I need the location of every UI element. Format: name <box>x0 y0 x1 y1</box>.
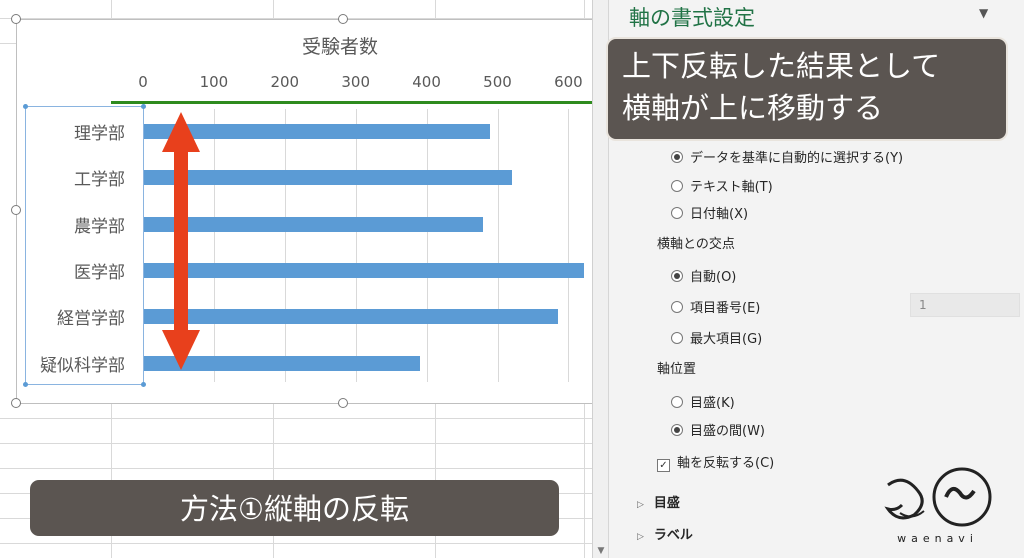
vertical-scrollbar[interactable]: ▼ <box>592 0 609 558</box>
bar[interactable] <box>143 170 512 186</box>
chart-title[interactable]: 受験者数 <box>301 36 378 58</box>
radio-button[interactable] <box>671 301 683 313</box>
annotation-callout-top: 上下反転した結果として 横軸が上に移動する <box>606 37 1008 141</box>
chart-resize-handle[interactable] <box>11 14 21 24</box>
axis-selection-handle[interactable] <box>23 104 28 109</box>
radio-button[interactable] <box>671 180 683 192</box>
grid-row-line <box>0 543 596 544</box>
x-tick-label: 200 <box>270 73 300 91</box>
x-gridline <box>284 109 286 382</box>
radio-on-tick-marks[interactable]: 目盛(K) <box>671 392 735 411</box>
x-gridline <box>213 109 215 382</box>
x-tick-label: 500 <box>483 73 512 91</box>
chart-resize-handle[interactable] <box>11 398 21 408</box>
axis-selection-handle[interactable] <box>141 382 146 387</box>
callout-line: 上下反転した結果として <box>622 49 941 83</box>
x-tick-label: 0 <box>138 73 148 91</box>
grid-row-line <box>0 418 596 419</box>
spreadsheet-grid[interactable] <box>0 0 596 558</box>
grid-row-line <box>0 443 596 444</box>
x-tick-label: 300 <box>341 73 370 91</box>
radio-crosses-max[interactable]: 最大項目(G) <box>671 328 762 347</box>
reverse-order-checkbox[interactable]: ✓ 軸を反転する(C) <box>657 452 774 472</box>
expand-triangle-icon: ▷ <box>637 532 644 542</box>
bar[interactable] <box>143 124 491 139</box>
x-gridline <box>568 109 570 382</box>
radio-button[interactable] <box>671 270 683 282</box>
chart-resize-handle[interactable] <box>338 14 348 24</box>
category-label: 農学部 <box>74 216 125 237</box>
grid-row-line <box>0 18 596 19</box>
bar[interactable] <box>143 309 558 325</box>
radio-button[interactable] <box>671 151 683 163</box>
scroll-down-icon[interactable]: ▼ <box>597 546 605 556</box>
radio-button[interactable] <box>671 424 683 436</box>
chart-resize-handle[interactable] <box>338 398 348 408</box>
radio-button[interactable] <box>671 207 683 219</box>
radio-text-axis[interactable]: テキスト軸(T) <box>671 176 773 195</box>
axis-selection-handle[interactable] <box>141 104 146 109</box>
x-gridline <box>497 109 499 382</box>
logo-text: waenavi <box>897 532 978 545</box>
x-gridline <box>355 109 357 382</box>
radio-between-tick-marks[interactable]: 目盛の間(W) <box>671 420 765 439</box>
bar[interactable] <box>143 262 584 278</box>
category-label: 疑似科学部 <box>40 355 125 376</box>
category-number-input[interactable]: 1 <box>910 293 1020 317</box>
annotation-callout-bottom: 方法①縦軸の反転 <box>30 480 559 536</box>
horizontal-axis-highlight-line <box>111 101 599 104</box>
tick-marks-expander[interactable]: ▷ 目盛 <box>637 496 680 511</box>
grid-row-line <box>0 468 596 469</box>
x-tick-label: 400 <box>412 73 441 91</box>
x-tick-label: 100 <box>199 73 229 91</box>
category-label: 理学部 <box>74 124 125 144</box>
axis-selection-handle[interactable] <box>23 382 28 387</box>
radio-axis-auto[interactable]: データを基準に自動的に選択する(Y) <box>671 147 903 166</box>
category-label: 工学部 <box>74 170 125 191</box>
pane-options-dropdown-icon[interactable]: ▼ <box>979 6 989 20</box>
axis-position-section-label: 軸位置 <box>657 362 697 377</box>
waenavi-logo <box>884 467 992 527</box>
category-label: 医学部 <box>74 262 125 283</box>
bar[interactable] <box>143 355 420 371</box>
radio-crosses-auto[interactable]: 自動(O) <box>671 266 736 285</box>
radio-button[interactable] <box>671 332 683 344</box>
category-label: 経営学部 <box>57 309 125 330</box>
checkmark-icon[interactable]: ✓ <box>657 459 670 472</box>
pane-title: 軸の書式設定 <box>629 6 755 30</box>
x-gridline <box>426 109 428 382</box>
expand-triangle-icon: ▷ <box>637 500 644 510</box>
category-axis-selection[interactable] <box>23 104 146 387</box>
callout-line: 横軸が上に移動する <box>622 91 884 125</box>
labels-expander[interactable]: ▷ ラベル <box>637 528 693 543</box>
bar[interactable] <box>143 216 484 232</box>
crosses-section-label: 横軸との交点 <box>657 237 735 252</box>
radio-date-axis[interactable]: 日付軸(X) <box>671 203 748 222</box>
radio-button[interactable] <box>671 396 683 408</box>
chart-resize-handle[interactable] <box>11 205 21 215</box>
reverse-arrow-icon <box>162 112 200 370</box>
radio-crosses-category-number[interactable]: 項目番号(E) <box>671 297 760 316</box>
x-tick-label: 600 <box>554 73 583 91</box>
